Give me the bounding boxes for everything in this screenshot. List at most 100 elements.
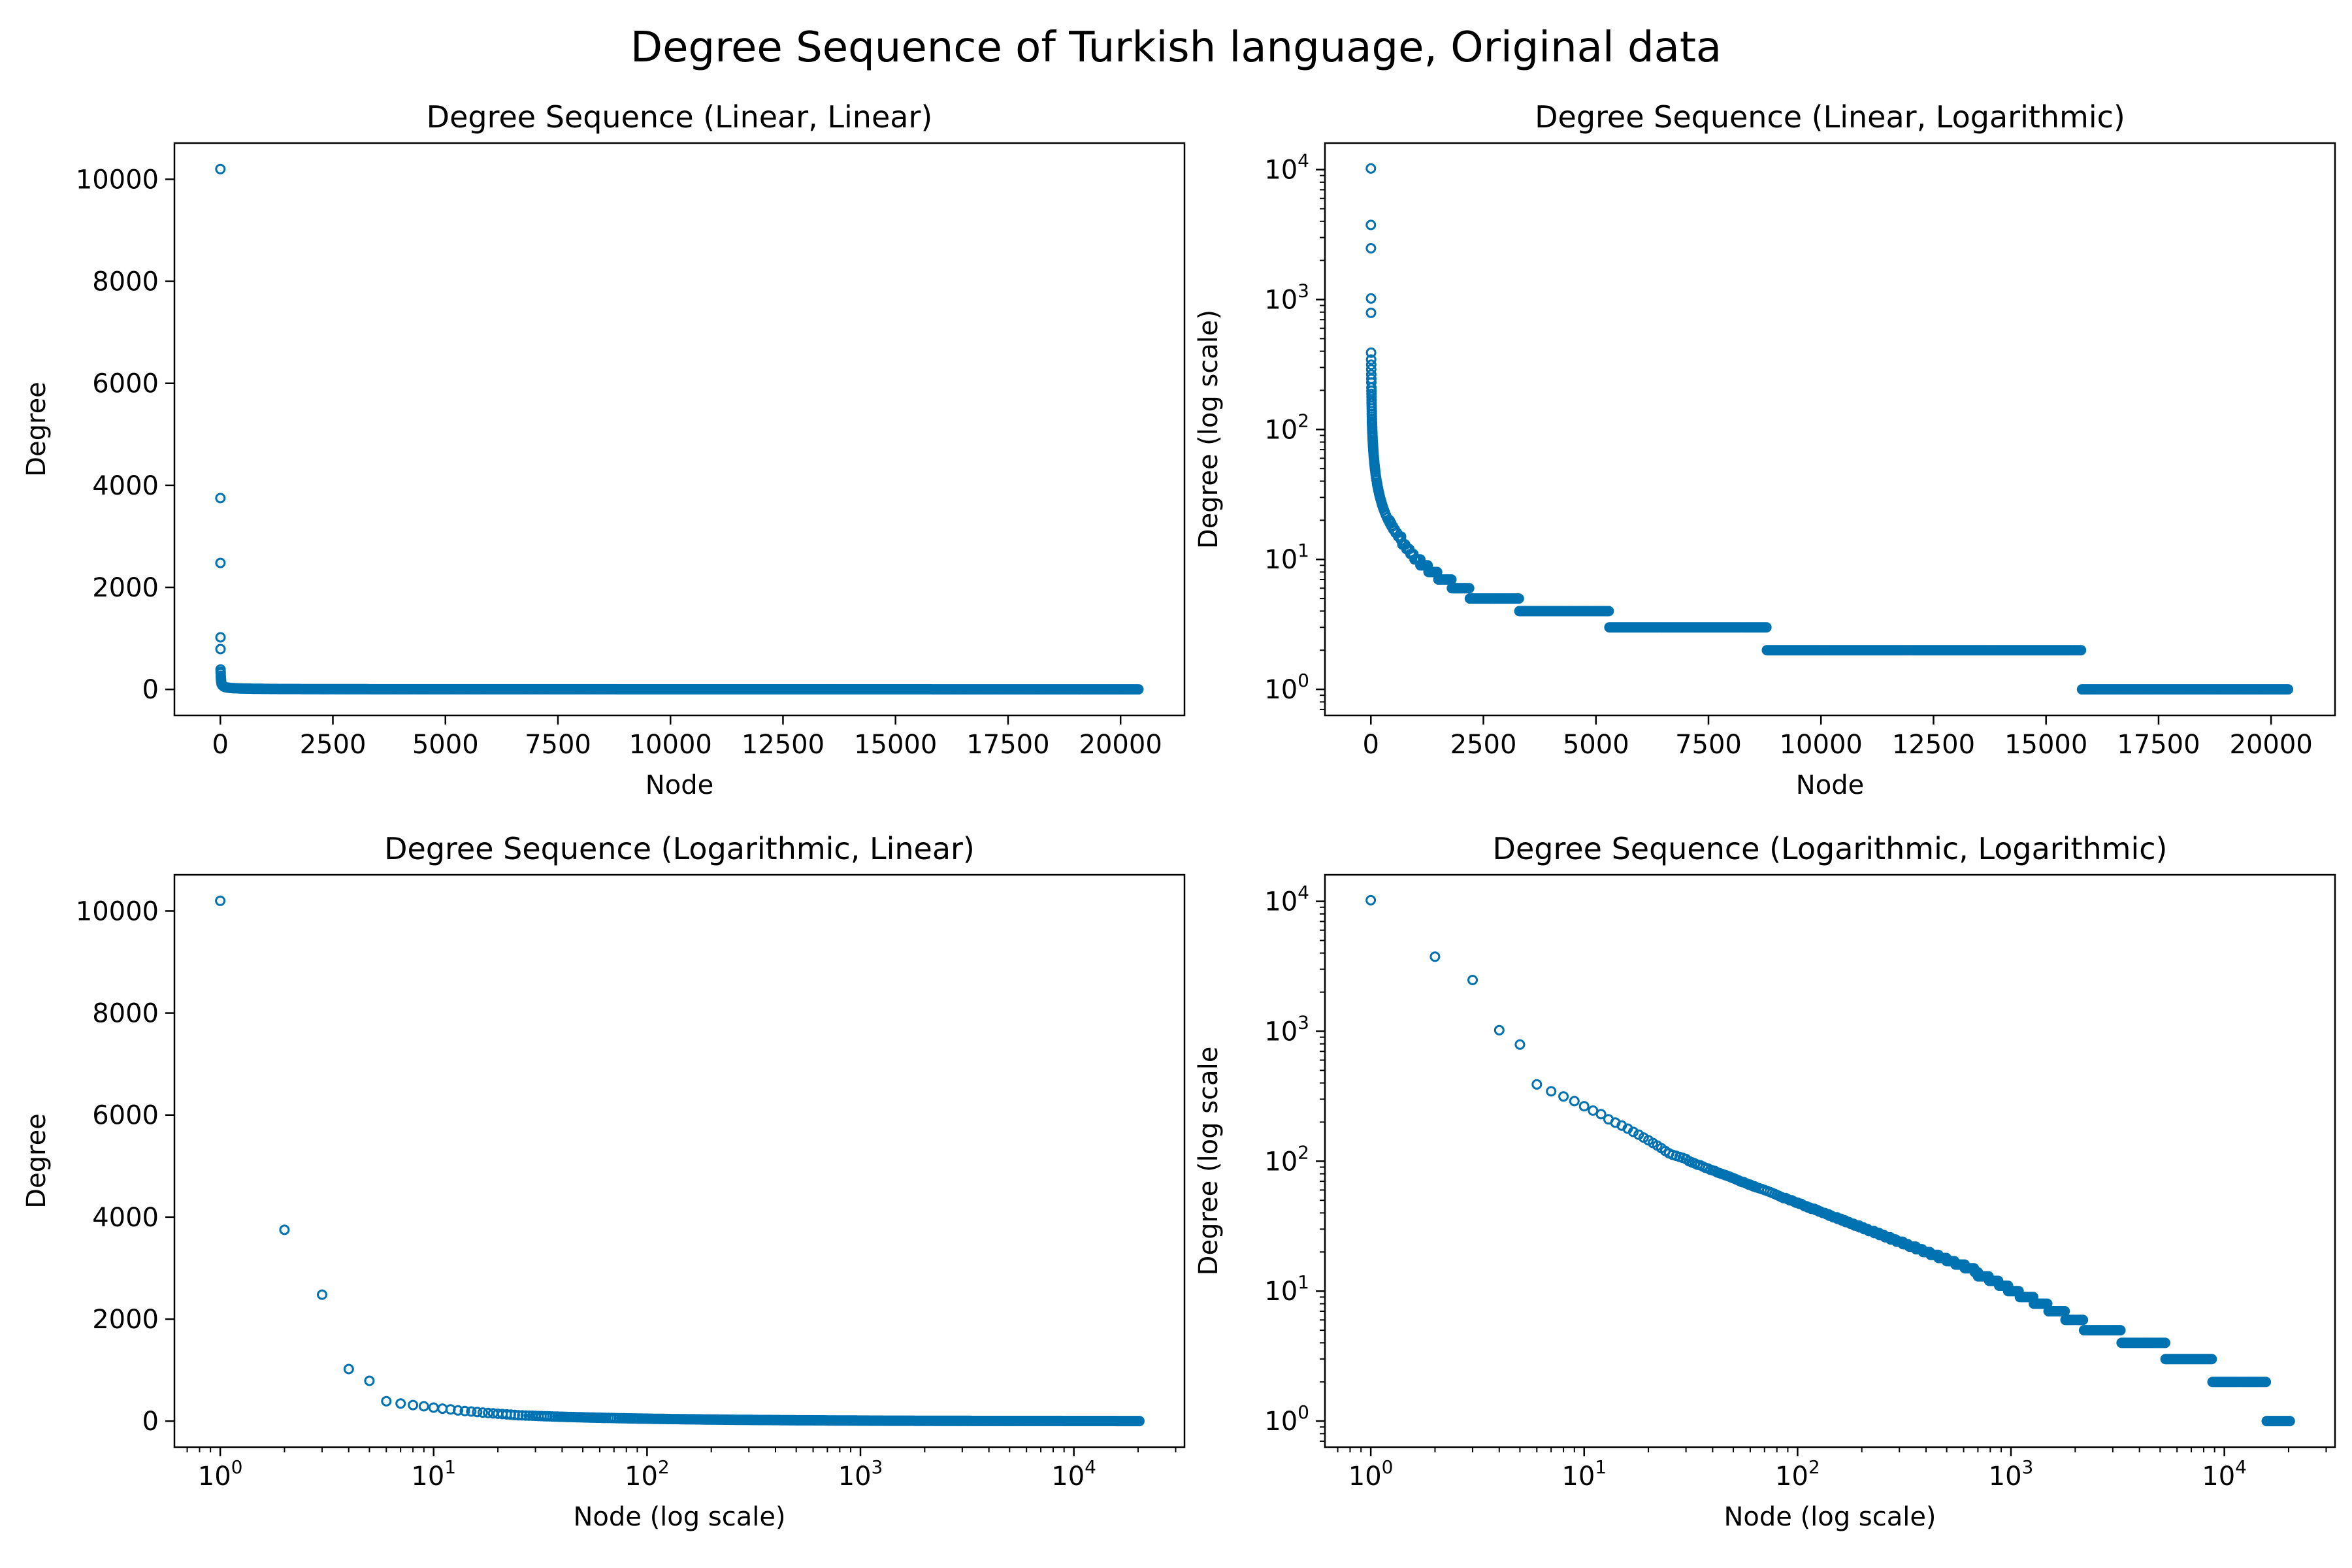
subplot-3: Degree Sequence (Logarithmic, Linear) 100… bbox=[22, 831, 1186, 1532]
y-axis: 100 101 102 103 104 Degree (log scale bbox=[1194, 882, 1325, 1442]
data-point bbox=[2078, 1315, 2089, 1326]
data-point bbox=[1569, 1096, 1580, 1107]
x-tick-label: 15000 bbox=[2004, 730, 2087, 760]
x-tick-label: 15000 bbox=[854, 730, 937, 760]
data-point bbox=[1365, 243, 1377, 253]
data-point bbox=[1514, 1039, 1526, 1050]
y-axis: 100 101 102 103 104 Degree (log scale) bbox=[1194, 150, 1325, 710]
subplot-title: Degree Sequence (Logarithmic, Linear) bbox=[384, 831, 975, 866]
y-tick-label: 103 bbox=[1264, 1011, 1309, 1047]
data-point bbox=[279, 1224, 290, 1235]
data-point bbox=[472, 1407, 483, 1418]
data-point bbox=[1603, 606, 1614, 617]
data-point bbox=[215, 644, 226, 655]
subplot-title: Degree Sequence (Logarithmic, Logarithmi… bbox=[1493, 831, 2168, 866]
x-tick-label: 5000 bbox=[1563, 730, 1629, 760]
y-tick-label: 102 bbox=[1264, 1141, 1309, 1177]
data-point bbox=[466, 1406, 477, 1417]
axes-frame bbox=[173, 874, 1186, 1448]
data-point bbox=[215, 632, 226, 643]
data-point bbox=[2115, 1325, 2126, 1336]
subplot-2: Degree Sequence (Linear, Logarithmic) 0 25… bbox=[1194, 99, 2336, 800]
x-tick-label: 12500 bbox=[1892, 730, 1975, 760]
x-tick-label: 2500 bbox=[300, 730, 367, 760]
data-point bbox=[517, 1410, 528, 1421]
data-point bbox=[215, 493, 226, 504]
y-tick-label: 0 bbox=[142, 1407, 159, 1437]
data-point bbox=[1429, 951, 1441, 962]
data-point bbox=[1531, 1079, 1543, 1090]
x-axis: 100 101 102 103 104 Node (log scale) bbox=[1337, 1447, 2327, 1532]
y-tick-label: 0 bbox=[142, 675, 159, 705]
data-point bbox=[1513, 593, 1524, 604]
x-tick-label: 5000 bbox=[412, 730, 479, 760]
data-point bbox=[2284, 1416, 2295, 1427]
y-axis-label: Degree bbox=[22, 1113, 52, 1209]
subplot-title: Degree Sequence (Linear, Linear) bbox=[427, 99, 933, 135]
x-tick-label: 104 bbox=[2202, 1456, 2247, 1492]
y-axis-label: Degree bbox=[22, 382, 52, 477]
x-tick-label: 104 bbox=[1051, 1456, 1096, 1492]
y-tick-label: 4000 bbox=[92, 471, 159, 501]
x-axis: 100 101 102 103 104 Node (log scale) bbox=[186, 1447, 1177, 1532]
figure-title: Degree Sequence of Turkish language, Ori… bbox=[630, 24, 1722, 72]
x-tick-label: 102 bbox=[625, 1456, 670, 1492]
subplot-4: Degree Sequence (Logarithmic, Logarithmi… bbox=[1194, 831, 2336, 1532]
x-tick-label: 0 bbox=[212, 730, 229, 760]
data-point bbox=[395, 1398, 406, 1409]
y-tick-label: 101 bbox=[1264, 540, 1309, 575]
x-tick-label: 10000 bbox=[1780, 730, 1863, 760]
y-tick-label: 104 bbox=[1264, 150, 1309, 186]
data-point bbox=[513, 1410, 524, 1421]
data-point bbox=[1365, 163, 1377, 174]
data-point bbox=[509, 1409, 520, 1420]
data-point bbox=[418, 1401, 429, 1412]
y-axis-label: Degree (log scale) bbox=[1194, 310, 1224, 549]
data-point bbox=[215, 895, 226, 906]
data-point bbox=[2206, 1354, 2217, 1365]
data-point bbox=[478, 1407, 488, 1418]
x-tick-label: 7500 bbox=[1675, 730, 1742, 760]
y-tick-label: 103 bbox=[1264, 280, 1309, 315]
y-tick-label: 6000 bbox=[92, 369, 159, 399]
axes-frame bbox=[173, 142, 1186, 717]
x-tick-label: 103 bbox=[838, 1456, 883, 1492]
subplot-grid: Degree Sequence (Linear, Linear) 0 2500 500… bbox=[22, 99, 2336, 1532]
x-tick-label: 100 bbox=[1348, 1456, 1394, 1492]
data-point bbox=[364, 1375, 375, 1386]
data-point bbox=[381, 1396, 392, 1407]
data-point bbox=[343, 1364, 354, 1375]
y-tick-label: 8000 bbox=[92, 267, 159, 297]
subplot-title: Degree Sequence (Linear, Logarithmic) bbox=[1535, 99, 2125, 135]
y-tick-label: 100 bbox=[1264, 1401, 1309, 1437]
x-tick-label: 101 bbox=[411, 1456, 456, 1492]
x-tick-label: 0 bbox=[1363, 730, 1379, 760]
data-point bbox=[1546, 1086, 1557, 1097]
data-point bbox=[2160, 1337, 2170, 1348]
data-point bbox=[1134, 1416, 1145, 1427]
x-axis-label: Node bbox=[645, 770, 713, 800]
y-tick-label: 2000 bbox=[92, 573, 159, 603]
data-point bbox=[1628, 1126, 1639, 1137]
x-tick-label: 20000 bbox=[2230, 730, 2313, 760]
data-point bbox=[1595, 1109, 1607, 1120]
x-tick-label: 17500 bbox=[966, 730, 1049, 760]
y-tick-label: 4000 bbox=[92, 1203, 159, 1233]
data-point bbox=[215, 163, 226, 174]
data-point bbox=[1365, 347, 1377, 358]
y-tick-label: 10000 bbox=[76, 896, 159, 926]
data-point bbox=[1494, 1024, 1505, 1036]
y-axis: 0 2000 4000 6000 8000 10000 Degree bbox=[22, 165, 174, 705]
data-point bbox=[520, 1410, 531, 1421]
data-point bbox=[408, 1399, 419, 1411]
data-point bbox=[2283, 684, 2294, 695]
data-points bbox=[215, 895, 1145, 1427]
data-point bbox=[1365, 293, 1377, 304]
x-axis-label: Node (log scale) bbox=[1723, 1502, 1936, 1532]
x-tick-label: 17500 bbox=[2117, 730, 2200, 760]
data-point bbox=[1463, 583, 1475, 594]
data-points bbox=[1365, 894, 2295, 1427]
data-point bbox=[2261, 1377, 2272, 1388]
